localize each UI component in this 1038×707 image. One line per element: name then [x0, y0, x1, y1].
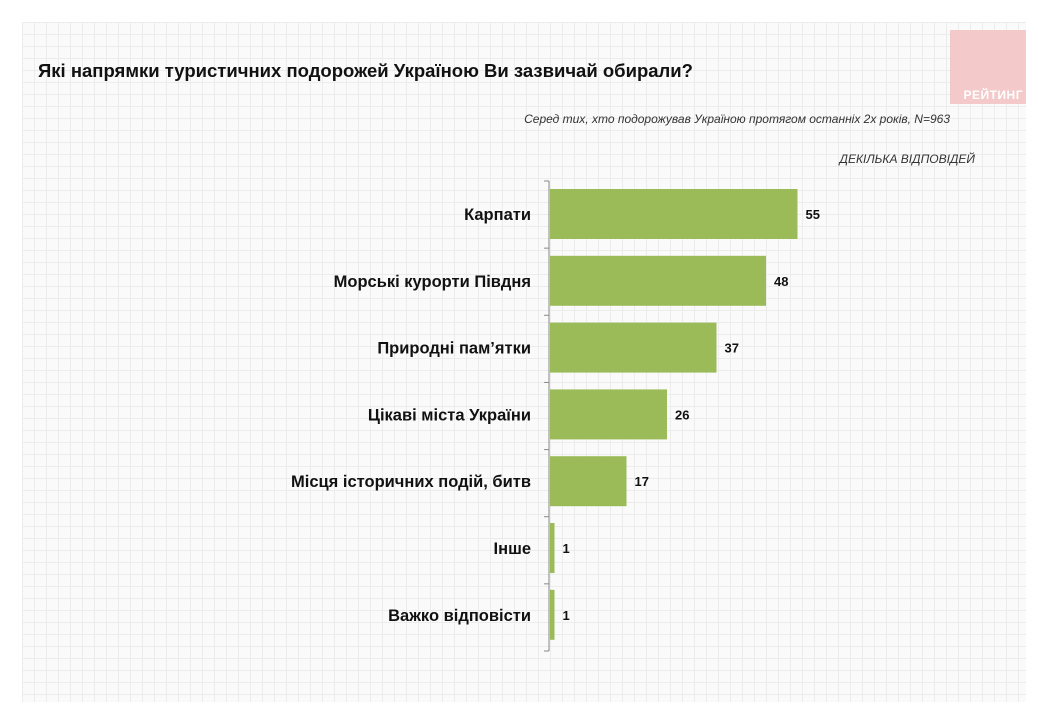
slide-background — [22, 22, 1026, 702]
value-label: 48 — [774, 274, 788, 289]
value-label: 1 — [563, 608, 570, 623]
value-label: 1 — [563, 541, 570, 556]
value-label: 55 — [806, 207, 820, 222]
category-label: Цікаві міста України — [368, 406, 531, 424]
category-label: Місця історичних подій, битв — [291, 473, 531, 491]
value-label: 26 — [675, 407, 689, 422]
bar — [550, 189, 798, 239]
category-label: Карпати — [464, 206, 531, 224]
bar — [550, 322, 717, 373]
chart-title: Які напрямки туристичних подорожей Украї… — [38, 60, 693, 81]
category-label: Інше — [494, 540, 531, 558]
logo-text: РЕЙТИНГ — [963, 88, 1023, 102]
bar — [550, 523, 555, 573]
value-label: 37 — [725, 341, 739, 356]
value-label: 17 — [635, 474, 649, 489]
bar — [550, 255, 766, 306]
bar — [550, 456, 627, 507]
multiple-answers-note: ДЕКІЛЬКА ВІДПОВІДЕЙ — [839, 152, 976, 166]
bar — [550, 389, 667, 440]
category-label: Природні пам’ятки — [377, 340, 531, 358]
brand-logo: РЕЙТИНГ — [950, 30, 1026, 104]
chart-subtitle: Серед тих, хто подорожував Україною прот… — [524, 112, 950, 126]
category-label: Морські курорти Півдня — [334, 273, 531, 291]
category-label: Важко відповісти — [388, 607, 531, 625]
bar — [550, 589, 555, 640]
